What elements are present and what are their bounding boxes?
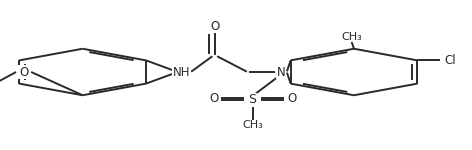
Text: O: O — [209, 93, 219, 105]
Text: O: O — [210, 20, 219, 33]
Text: NH: NH — [173, 66, 191, 78]
Text: O: O — [19, 66, 28, 78]
Text: Cl: Cl — [445, 54, 456, 67]
Text: CH₃: CH₃ — [341, 32, 362, 42]
Text: O: O — [287, 93, 296, 105]
Text: N: N — [277, 66, 285, 78]
Text: S: S — [249, 93, 256, 106]
Text: CH₃: CH₃ — [242, 120, 263, 130]
